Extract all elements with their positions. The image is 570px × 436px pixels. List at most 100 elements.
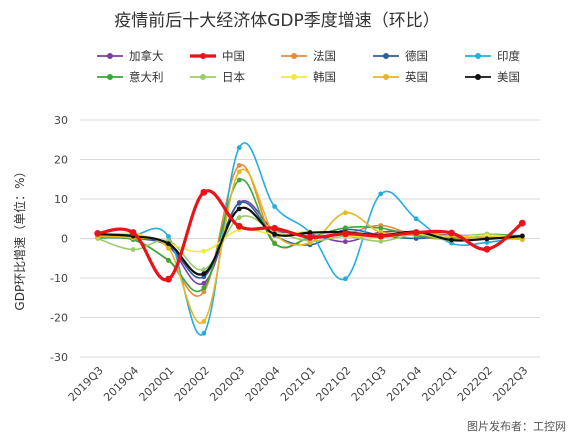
data-point xyxy=(201,330,207,336)
legend-swatch-marker xyxy=(107,53,113,59)
x-tick-label: 2022Q3 xyxy=(490,364,530,404)
legend-label: 法国 xyxy=(313,49,336,63)
legend-label: 加拿大 xyxy=(129,49,164,63)
legend-label: 韩国 xyxy=(313,70,336,84)
y-axis-label: GDP环比增速（单位：%） xyxy=(12,165,27,310)
legend-label: 中国 xyxy=(222,49,245,63)
legend-swatch-marker xyxy=(383,74,389,80)
data-point xyxy=(165,275,172,283)
data-point xyxy=(307,230,313,235)
legend-item: 美国 xyxy=(465,70,520,84)
legend-swatch-marker xyxy=(383,53,389,59)
data-point xyxy=(201,271,207,277)
data-point xyxy=(378,191,384,197)
data-point xyxy=(236,215,242,220)
y-tick-label: -30 xyxy=(50,351,68,364)
legend-label: 日本 xyxy=(222,70,245,84)
plot-area xyxy=(94,142,526,336)
legend-swatch-marker xyxy=(200,53,206,59)
legend-swatch-marker xyxy=(291,74,297,80)
y-tick-label: 0 xyxy=(61,233,68,246)
y-tick-label: 30 xyxy=(54,114,68,127)
data-point xyxy=(236,177,242,183)
legend-swatch-marker xyxy=(107,74,113,80)
y-tick-label: 10 xyxy=(54,193,68,206)
data-point xyxy=(378,225,384,231)
x-tick-label: 2020Q2 xyxy=(172,364,212,404)
x-tick-label: 2021Q2 xyxy=(313,364,353,404)
data-point xyxy=(307,240,313,246)
data-point xyxy=(272,241,278,247)
data-point xyxy=(271,224,279,232)
data-point xyxy=(449,237,454,243)
data-point xyxy=(201,248,207,254)
legend-label: 德国 xyxy=(405,49,428,63)
legend-label: 印度 xyxy=(497,49,520,63)
data-point xyxy=(342,239,348,245)
data-point xyxy=(412,229,420,236)
y-tick-label: -10 xyxy=(50,272,68,285)
legend-item: 日本 xyxy=(190,70,245,84)
data-point xyxy=(201,285,207,291)
x-tick-label: 2022Q2 xyxy=(455,364,495,404)
legend-item: 法国 xyxy=(281,49,336,63)
x-tick-label: 2021Q4 xyxy=(384,364,424,404)
data-point xyxy=(341,230,349,238)
data-point xyxy=(484,240,490,245)
data-point xyxy=(236,169,242,175)
data-point xyxy=(236,145,242,151)
y-tick-label: -20 xyxy=(50,312,68,325)
data-point xyxy=(236,163,242,168)
data-point xyxy=(342,225,348,231)
data-point xyxy=(201,289,207,295)
legend-swatch-marker xyxy=(475,53,481,59)
data-point xyxy=(201,280,207,286)
data-point xyxy=(484,236,490,242)
data-point xyxy=(306,233,314,241)
data-point xyxy=(200,188,208,196)
data-point xyxy=(166,241,171,247)
legend-label: 英国 xyxy=(405,70,428,84)
data-point xyxy=(378,238,384,244)
data-point xyxy=(272,204,278,209)
y-tick-label: 20 xyxy=(54,154,68,167)
legend-item: 加拿大 xyxy=(97,49,164,63)
x-tick-label: 2019Q3 xyxy=(66,364,106,404)
legend-item: 韩国 xyxy=(281,70,336,84)
data-point xyxy=(94,229,102,237)
x-tick-label: 2022Q1 xyxy=(420,364,460,404)
data-point xyxy=(236,200,242,206)
data-point xyxy=(448,229,455,237)
data-point xyxy=(129,229,137,236)
data-point xyxy=(518,219,526,227)
x-tick-label: 2020Q4 xyxy=(243,364,283,404)
y-axis: 30 20 10 0 -10 -20 -30 xyxy=(50,114,68,364)
chart-title: 疫情前后十大经济体GDP季度增速（环比） xyxy=(114,11,440,31)
data-point xyxy=(235,222,243,230)
series-line xyxy=(96,168,524,324)
data-point xyxy=(236,206,242,212)
data-point xyxy=(342,210,348,216)
data-point xyxy=(342,276,348,282)
x-tick-label: 2021Q3 xyxy=(349,364,389,404)
legend-swatch-marker xyxy=(291,53,297,59)
data-point xyxy=(166,234,171,239)
data-point xyxy=(166,245,171,251)
legend-label: 意大利 xyxy=(129,70,164,84)
data-point xyxy=(201,319,207,324)
legend-item: 英国 xyxy=(373,70,428,84)
series-1 xyxy=(94,188,526,283)
data-point xyxy=(272,231,278,237)
data-point xyxy=(519,233,525,239)
data-point xyxy=(413,216,419,222)
legend-item: 印度 xyxy=(465,49,520,63)
x-tick-label: 2019Q4 xyxy=(101,364,141,404)
legend-item: 德国 xyxy=(373,49,428,63)
data-point xyxy=(201,267,207,273)
legend-label: 美国 xyxy=(497,70,520,84)
data-point xyxy=(166,257,171,263)
x-tick-label: 2020Q3 xyxy=(207,364,247,404)
